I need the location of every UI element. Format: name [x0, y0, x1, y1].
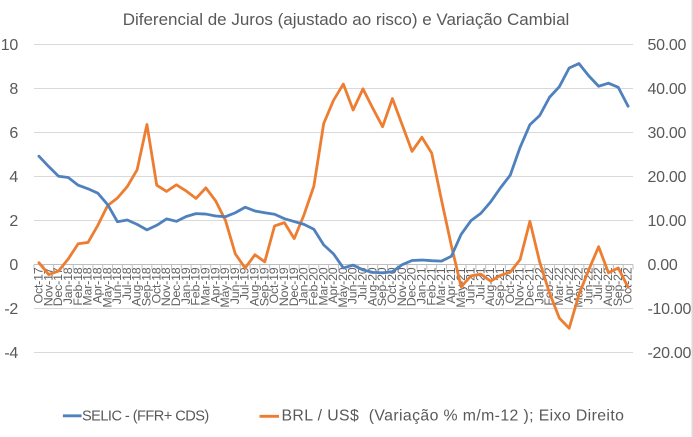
svg-text:Jul-22: Jul-22 — [591, 267, 605, 300]
svg-text:Nov-17: Nov-17 — [41, 267, 55, 306]
svg-text:Oct-19: Oct-19 — [267, 267, 281, 303]
svg-text:Jun-18: Jun-18 — [110, 267, 124, 304]
svg-text:Dec-18: Dec-18 — [169, 267, 183, 306]
svg-text:Jan-18: Jan-18 — [61, 267, 75, 304]
svg-text:6: 6 — [9, 125, 18, 142]
svg-text:Feb-19: Feb-19 — [189, 267, 203, 305]
svg-text:4: 4 — [9, 169, 18, 186]
svg-text:Feb-18: Feb-18 — [71, 267, 85, 305]
svg-text:May-22: May-22 — [572, 267, 586, 307]
svg-text:Apr-19: Apr-19 — [208, 267, 222, 303]
svg-text:SELIC - (FFR+ CDS): SELIC - (FFR+ CDS) — [82, 408, 209, 424]
svg-text:Nov-20: Nov-20 — [395, 267, 409, 306]
svg-text:Nov-18: Nov-18 — [159, 267, 173, 306]
svg-text:Oct-20: Oct-20 — [385, 267, 399, 303]
svg-text:Dec-21: Dec-21 — [522, 267, 536, 306]
svg-text:BRL / US$ (Variação % m/m-12: BRL / US$ (Variação % m/m-12 ); Eixo Dir… — [282, 407, 625, 424]
svg-text:Aug-22: Aug-22 — [601, 267, 615, 306]
svg-text:Mar-21: Mar-21 — [434, 267, 448, 305]
svg-text:Feb-20: Feb-20 — [306, 267, 320, 305]
svg-text:Apr-22: Apr-22 — [562, 267, 576, 303]
svg-text:30.00: 30.00 — [648, 125, 687, 142]
svg-text:20.00: 20.00 — [648, 169, 687, 186]
svg-text:-10.00: -10.00 — [648, 301, 692, 318]
svg-text:Sep-18: Sep-18 — [140, 267, 154, 306]
svg-text:May-19: May-19 — [218, 267, 232, 307]
svg-text:-2: -2 — [4, 301, 18, 318]
svg-text:0.00: 0.00 — [648, 257, 678, 274]
svg-text:Dec-17: Dec-17 — [51, 267, 65, 306]
svg-text:50.00: 50.00 — [648, 37, 687, 54]
svg-text:May-20: May-20 — [336, 267, 350, 307]
svg-text:Sep-20: Sep-20 — [375, 267, 389, 306]
svg-text:Oct-17: Oct-17 — [32, 267, 46, 303]
svg-text:Nov-21: Nov-21 — [513, 267, 527, 306]
svg-text:Dec-20: Dec-20 — [405, 267, 419, 306]
svg-text:May-18: May-18 — [100, 267, 114, 307]
svg-text:-4: -4 — [4, 345, 18, 362]
svg-text:40.00: 40.00 — [648, 81, 687, 98]
svg-text:Aug-19: Aug-19 — [248, 267, 262, 306]
svg-text:2: 2 — [9, 213, 18, 230]
svg-text:Aug-20: Aug-20 — [365, 267, 379, 306]
svg-text:8: 8 — [9, 81, 18, 98]
svg-text:Dec-19: Dec-19 — [287, 267, 301, 306]
svg-text:Mar-20: Mar-20 — [316, 267, 330, 305]
svg-text:Feb-21: Feb-21 — [424, 267, 438, 305]
svg-text:-20.00: -20.00 — [648, 345, 692, 362]
svg-text:Jan-19: Jan-19 — [179, 267, 193, 304]
svg-text:Mar-18: Mar-18 — [81, 267, 95, 305]
svg-text:Jul-19: Jul-19 — [238, 267, 252, 300]
svg-text:10: 10 — [1, 37, 19, 54]
svg-text:Jul-20: Jul-20 — [356, 267, 370, 300]
svg-text:Nov-19: Nov-19 — [277, 267, 291, 306]
svg-text:Sep-19: Sep-19 — [257, 267, 271, 306]
svg-text:Jan-21: Jan-21 — [414, 267, 428, 304]
svg-text:0: 0 — [9, 257, 18, 274]
svg-text:Oct-21: Oct-21 — [503, 267, 517, 303]
svg-text:Apr-20: Apr-20 — [326, 267, 340, 303]
svg-text:Jun-20: Jun-20 — [346, 267, 360, 304]
svg-text:Mar-19: Mar-19 — [198, 267, 212, 305]
svg-text:Diferencial de Juros (ajustado: Diferencial de Juros (ajustado ao risco)… — [123, 10, 570, 29]
svg-text:Jan-20: Jan-20 — [297, 267, 311, 304]
svg-text:10.00: 10.00 — [648, 213, 687, 230]
svg-text:Jun-19: Jun-19 — [228, 267, 242, 304]
svg-text:Aug-18: Aug-18 — [130, 267, 144, 306]
svg-text:Apr-18: Apr-18 — [90, 267, 104, 303]
svg-text:Apr-21: Apr-21 — [444, 267, 458, 303]
svg-text:Mar-22: Mar-22 — [552, 267, 566, 305]
svg-text:Jul-18: Jul-18 — [120, 267, 134, 300]
svg-text:Oct-18: Oct-18 — [149, 267, 163, 303]
